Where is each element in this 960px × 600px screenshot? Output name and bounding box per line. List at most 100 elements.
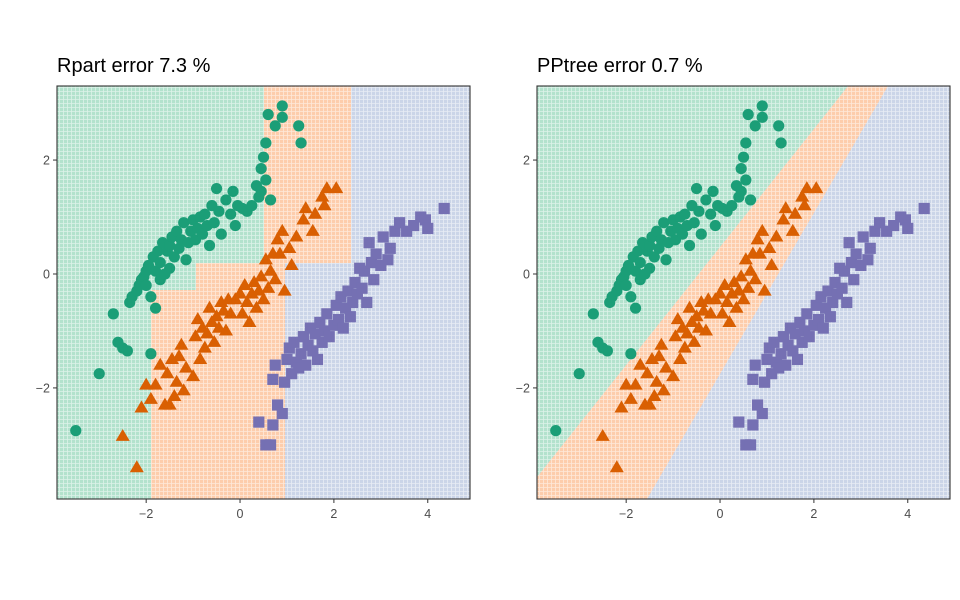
point-triangle bbox=[176, 383, 191, 396]
point-square bbox=[293, 362, 305, 374]
point-triangle bbox=[167, 389, 182, 402]
point-triangle bbox=[776, 212, 791, 225]
point-circle bbox=[168, 251, 180, 263]
point-triangle bbox=[703, 306, 718, 319]
point-circle bbox=[756, 111, 768, 123]
point-triangle bbox=[233, 286, 248, 299]
point-square bbox=[344, 311, 356, 323]
point-triangle bbox=[174, 337, 189, 350]
point-circle bbox=[171, 225, 183, 237]
point-square bbox=[857, 231, 869, 243]
point-square bbox=[763, 342, 775, 354]
point-circle bbox=[742, 108, 754, 121]
points-layer bbox=[550, 100, 930, 473]
point-triangle bbox=[162, 397, 177, 410]
point-square bbox=[342, 285, 354, 297]
point-triangle bbox=[256, 292, 271, 305]
point-triangle bbox=[272, 246, 287, 259]
point-circle bbox=[573, 368, 585, 380]
point-square bbox=[733, 416, 745, 428]
point-triangle bbox=[748, 272, 763, 285]
point-square bbox=[363, 237, 375, 249]
point-square bbox=[824, 311, 836, 323]
point-square bbox=[349, 276, 361, 289]
point-square bbox=[796, 336, 808, 348]
point-square bbox=[283, 342, 295, 354]
point-triangle bbox=[308, 206, 323, 219]
point-square bbox=[747, 419, 759, 431]
point-circle bbox=[629, 302, 642, 314]
point-square bbox=[787, 345, 799, 357]
point-triangle bbox=[284, 258, 299, 271]
point-triangle bbox=[666, 369, 681, 382]
point-circle bbox=[644, 239, 656, 252]
point-triangle bbox=[755, 223, 770, 236]
point-triangle bbox=[689, 309, 704, 322]
point-triangle bbox=[254, 269, 269, 282]
point-square bbox=[864, 242, 876, 254]
point-square bbox=[810, 299, 822, 311]
point-square bbox=[812, 313, 825, 326]
point-circle bbox=[140, 279, 152, 291]
x-tick-label: 0 bbox=[237, 507, 244, 521]
point-square bbox=[370, 248, 382, 260]
point-circle bbox=[625, 348, 637, 360]
point-square bbox=[791, 353, 804, 366]
point-square bbox=[803, 331, 815, 343]
x-tick-label: 2 bbox=[330, 507, 337, 521]
point-circle bbox=[756, 100, 768, 112]
point-circle bbox=[550, 425, 562, 437]
point-square bbox=[881, 225, 893, 237]
point-square bbox=[358, 265, 371, 277]
point-triangle bbox=[270, 232, 285, 245]
point-triangle bbox=[736, 292, 751, 305]
point-triangle bbox=[305, 223, 320, 236]
point-triangle bbox=[289, 229, 304, 242]
point-square bbox=[267, 419, 279, 431]
point-circle bbox=[775, 137, 787, 149]
point-square bbox=[389, 225, 401, 237]
point-triangle bbox=[797, 198, 812, 211]
point-triangle bbox=[240, 295, 255, 308]
point-circle bbox=[121, 345, 133, 357]
point-triangle bbox=[757, 283, 772, 296]
point-triangle bbox=[799, 181, 814, 194]
point-square bbox=[756, 407, 768, 420]
point-triangle bbox=[769, 229, 784, 242]
panel-title: Rpart error 7.3 % bbox=[57, 55, 211, 77]
point-square bbox=[347, 296, 359, 309]
point-triangle bbox=[249, 300, 264, 313]
point-square bbox=[874, 217, 886, 229]
point-circle bbox=[707, 185, 719, 197]
point-triangle bbox=[649, 374, 664, 387]
point-circle bbox=[225, 208, 237, 220]
point-triangle bbox=[654, 337, 669, 350]
point-triangle bbox=[298, 201, 313, 214]
point-square bbox=[422, 222, 434, 235]
point-triangle bbox=[329, 181, 344, 194]
point-circle bbox=[709, 219, 721, 232]
point-circle bbox=[276, 111, 288, 123]
point-triangle bbox=[193, 352, 208, 365]
point-circle bbox=[690, 182, 703, 195]
point-square bbox=[782, 339, 794, 351]
point-triangle bbox=[143, 391, 158, 404]
point-triangle bbox=[668, 329, 683, 342]
point-circle bbox=[107, 308, 119, 320]
point-circle bbox=[693, 205, 705, 217]
point-square bbox=[780, 359, 792, 371]
point-square bbox=[302, 339, 314, 351]
point-square bbox=[827, 296, 839, 309]
point-square bbox=[365, 256, 378, 269]
point-square bbox=[841, 296, 853, 309]
point-square bbox=[311, 353, 324, 366]
region-class-2 bbox=[151, 290, 285, 499]
point-triangle bbox=[153, 357, 168, 370]
y-tick-label: 0 bbox=[43, 267, 50, 281]
point-triangle bbox=[218, 323, 233, 336]
point-triangle bbox=[720, 295, 735, 308]
point-triangle bbox=[202, 300, 217, 313]
point-triangle bbox=[134, 400, 149, 413]
point-square bbox=[321, 308, 333, 320]
point-square bbox=[747, 373, 759, 385]
